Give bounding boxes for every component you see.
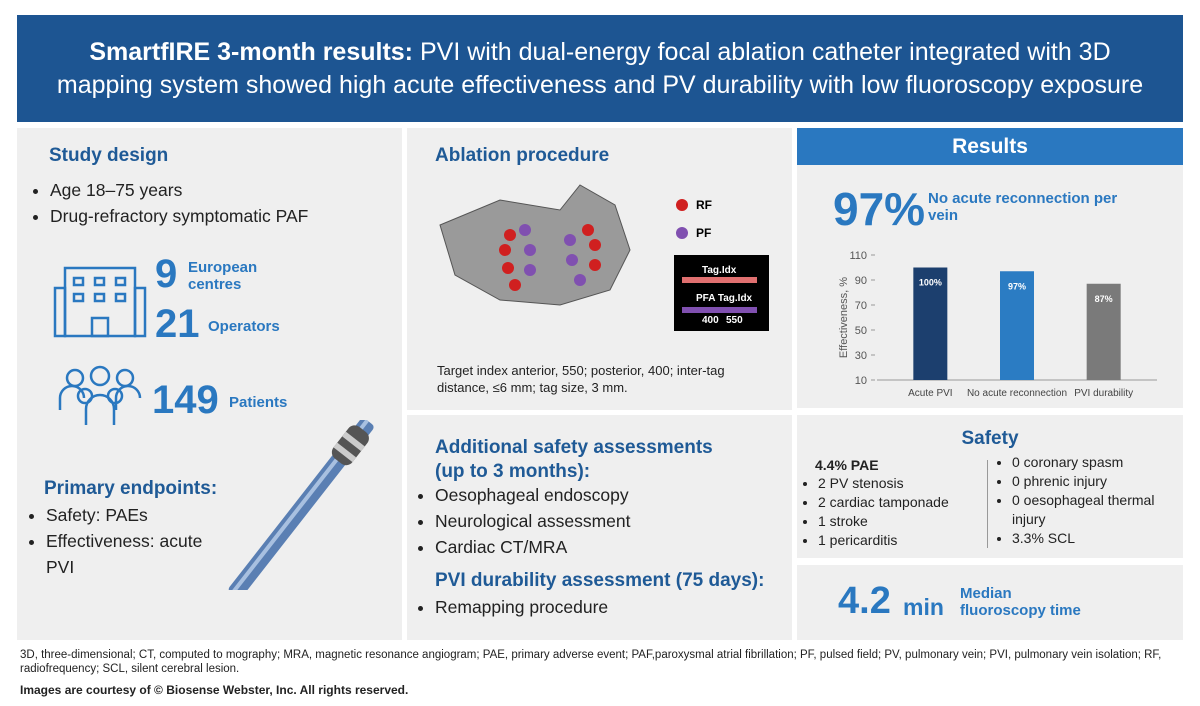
- y-tick-label: 30: [855, 350, 867, 362]
- bullet-list: Age 18–75 yearsDrug-refractory symptomat…: [30, 177, 308, 229]
- legend-label: PF: [696, 226, 711, 240]
- catheter-image: [228, 420, 374, 590]
- y-tick-label: 70: [855, 300, 867, 312]
- value-label: 100%: [919, 278, 942, 288]
- courtesy: Images are courtesy of © Biosense Webste…: [20, 683, 409, 697]
- big-stat: 97%: [833, 183, 926, 235]
- legend-inset: RF PF Tag.Idx PFA Tag.Idx 400 550: [674, 198, 769, 331]
- bullet: 0 coronary spasm: [1012, 453, 1162, 472]
- inset-label: 400: [702, 315, 719, 326]
- title-bold: SmartfIRE 3-month results:: [89, 37, 414, 66]
- bullet-list: 0 coronary spasm0 phrenic injury0 oesoph…: [992, 453, 1162, 548]
- stat-value: 149: [152, 378, 219, 422]
- icons: [53, 266, 147, 425]
- bullet: 2 cardiac tamponade: [818, 493, 949, 512]
- fluoro-value: 4.2: [838, 580, 891, 622]
- fluoro-label: Median fluoroscopy time: [960, 585, 1081, 619]
- inset-label: PFA Tag.Idx: [696, 293, 753, 304]
- panel: [797, 565, 1183, 640]
- results-header: Results: [797, 128, 1183, 165]
- bullet: 3.3% SCL: [1012, 529, 1162, 548]
- y-tick-label: 50: [855, 325, 867, 337]
- bullet-list: Remapping procedure: [415, 594, 608, 620]
- stat-label: European centres: [188, 259, 258, 293]
- heading: Ablation procedure: [435, 145, 610, 166]
- stat-value: 21: [155, 302, 200, 346]
- bullet: 0 phrenic injury: [1012, 472, 1162, 491]
- mapping-image: [439, 184, 631, 306]
- caption: Target index anterior, 550; posterior, 4…: [437, 363, 725, 395]
- y-tick-label: 10: [855, 375, 867, 387]
- bullet-list: Safety: PAEsEffectiveness: acute PVI: [26, 502, 216, 580]
- stat-label: Operators: [208, 318, 280, 335]
- fluoro-unit: min: [903, 594, 944, 620]
- panel: [797, 415, 1183, 558]
- bullet: 0 oesophageal thermal injury: [1012, 491, 1162, 529]
- bullet-list: Oesophageal endoscopyNeurological assess…: [415, 482, 631, 560]
- header: SmartfIRE 3-month results: PVI with dual…: [17, 15, 1183, 122]
- big-stat-label: No acute reconnection per vein: [928, 190, 1118, 224]
- x-tick-label: Acute PVI: [908, 388, 952, 399]
- heading: Additional safety assessments (up to 3 m…: [435, 437, 713, 482]
- heading: PVI durability assessment (75 days):: [435, 570, 765, 591]
- panel: [407, 415, 792, 640]
- bar: [913, 267, 948, 380]
- stat-value: 9: [155, 252, 178, 296]
- bullet: Remapping procedure: [435, 594, 608, 620]
- pae-title: 4.4% PAE: [815, 457, 879, 473]
- bullet: 2 PV stenosis: [818, 474, 949, 493]
- bar: [1000, 271, 1034, 380]
- bar-chart: Effectiveness, % 10 30 50 70 90 110 Acute PVI 10…: [838, 250, 1157, 399]
- divider: [987, 460, 988, 548]
- bullet: 1 stroke: [818, 512, 949, 531]
- y-tick-label: 90: [855, 275, 867, 287]
- bullet: Neurological assessment: [435, 508, 631, 534]
- legend-label: RF: [696, 198, 712, 212]
- y-tick-label: 110: [849, 250, 867, 262]
- stat-label: Patients: [229, 394, 288, 411]
- bullet: Oesophageal endoscopy: [435, 482, 631, 508]
- x-tick-label: PVI durability: [1074, 388, 1133, 399]
- title: PVI with dual-energy focal ablation cath…: [56, 37, 1144, 99]
- value-label: 97%: [1008, 281, 1026, 291]
- x-tick-label: No acute reconnection: [967, 388, 1067, 399]
- bullet: Drug-refractory symptomatic PAF: [50, 203, 308, 229]
- heading: Study design: [49, 145, 169, 166]
- heading: Safety: [961, 428, 1019, 449]
- bullet: Effectiveness: acute PVI: [46, 528, 216, 580]
- footnote: 3D, three-dimensional; CT, computed to m…: [20, 649, 1162, 675]
- bar: [1086, 283, 1121, 380]
- bullet-list: 2 PV stenosis2 cardiac tamponade1 stroke…: [798, 474, 949, 550]
- y-axis-label: Effectiveness, %: [838, 277, 850, 358]
- value-label: 87%: [1095, 294, 1113, 304]
- inset-label: 550: [726, 315, 743, 326]
- bullet: Safety: PAEs: [46, 502, 216, 528]
- inset-label: Tag.Idx: [702, 265, 737, 276]
- bullet: Age 18–75 years: [50, 177, 308, 203]
- bullet: Cardiac CT/MRA: [435, 534, 631, 560]
- heading: Primary endpoints:: [44, 478, 218, 499]
- bullet: 1 pericarditis: [818, 531, 949, 550]
